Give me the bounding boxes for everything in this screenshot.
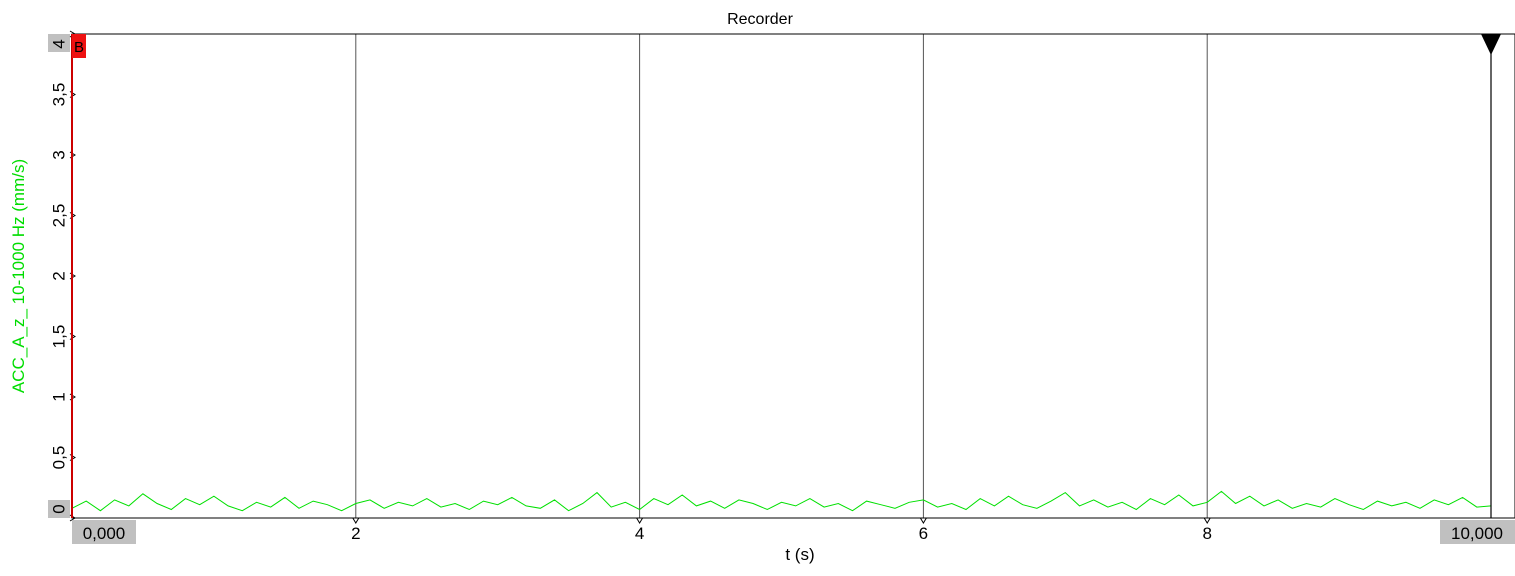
grid-layer	[355, 34, 1208, 518]
x-tick-mark	[636, 517, 644, 524]
plot-area-border	[71, 33, 1515, 519]
x-tick-label: 6	[919, 524, 928, 543]
chart-title: Recorder	[727, 11, 793, 28]
x-axis-label: t (s)	[785, 545, 814, 564]
x-tick-label: 2	[351, 524, 360, 543]
x-tick-label: 8	[1202, 524, 1211, 543]
b-cursor-badge[interactable]	[72, 34, 86, 58]
series-layer	[71, 490, 1492, 512]
x-end-label-box	[1440, 520, 1515, 544]
x-start-label-box	[72, 520, 136, 544]
y-axis-label: ACC_A_z_ 10-1000 Hz (mm/s)	[9, 159, 28, 393]
y-tick-label: 0	[50, 504, 69, 513]
x-axis: 2 4 6 8 0,000 10,000	[72, 517, 1515, 544]
x-end-label: 10,000	[1451, 524, 1503, 543]
x-tick-mark	[1203, 517, 1211, 524]
x-start-label: 0,000	[83, 524, 126, 543]
y-tick-label: 2	[50, 271, 69, 280]
y-tick-label: 4	[50, 39, 69, 48]
y-axis: 0 0,5 1 1,5 2 2,5 3 3,5 4	[48, 30, 76, 522]
y-end-label-box	[48, 500, 70, 518]
b-cursor-label: B	[74, 39, 84, 56]
y-end-label-box	[48, 34, 70, 52]
y-tick-label: 0,5	[50, 446, 69, 470]
end-cursor-triangle-icon[interactable]	[1481, 34, 1501, 55]
y-tick-label: 3	[50, 150, 69, 159]
series-line	[71, 490, 1492, 512]
y-tick-label: 3,5	[50, 83, 69, 107]
y-tick-label: 1,5	[50, 325, 69, 349]
x-tick-mark	[352, 517, 360, 524]
y-tick-label: 2,5	[50, 204, 69, 228]
x-tick-label: 4	[635, 524, 644, 543]
y-tick-label: 1	[50, 392, 69, 401]
x-tick-mark	[919, 517, 927, 524]
